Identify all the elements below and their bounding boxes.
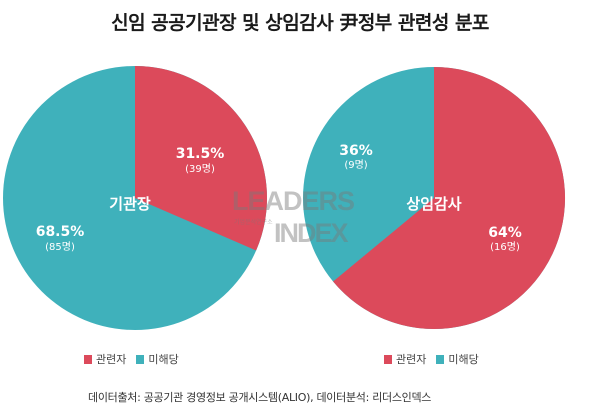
slice-not-related-pct: 68.5%	[36, 224, 85, 240]
legend-right: 관련자 미해당	[384, 351, 489, 367]
legend-left: 관련자 미해당	[84, 351, 189, 367]
slice-related	[135, 66, 267, 251]
slice-not-related-pct: 36%	[339, 143, 373, 159]
legend-item-not-related: 미해당	[436, 351, 479, 367]
slice-related-count: (16명)	[490, 241, 520, 253]
legend-label: 관련자	[96, 353, 127, 366]
legend-label: 미해당	[448, 353, 479, 366]
slice-related-count: (39명)	[185, 163, 215, 175]
chart-title: 신임 공공기관장 및 상임감사 尹정부 관련성 분포	[111, 12, 489, 34]
pie-chart-gigwanjang: 31.5% (39명) 기관장 68.5% (85명)	[3, 66, 267, 330]
legend-swatch-red	[84, 354, 92, 364]
legend-swatch-teal	[436, 354, 445, 364]
legend-label: 관련자	[396, 353, 427, 366]
slice-related-pct: 64%	[488, 225, 522, 241]
legend-item-related: 관련자	[384, 351, 426, 367]
legend-item-related: 관련자	[84, 351, 126, 367]
legend-swatch-teal	[136, 354, 145, 364]
legend-swatch-red	[384, 354, 392, 364]
slice-not-related-count: (9명)	[344, 159, 367, 171]
data-source-footer: 데이터출처: 공공기관 경영정보 공개시스템(ALIO), 데이터분석: 리더스…	[88, 391, 432, 404]
pie-center-label: 상임감사	[406, 195, 461, 213]
pie-center-label: 기관장	[109, 195, 151, 213]
pie-chart-sangimgamsa: 36% (9명) 상임감사 64% (16명)	[303, 66, 566, 330]
legend-item-not-related: 미해당	[136, 351, 179, 367]
slice-related	[333, 66, 566, 330]
legend-label: 미해당	[148, 353, 179, 366]
slice-related-pct: 31.5%	[176, 146, 225, 162]
slice-not-related-count: (85명)	[45, 241, 75, 253]
